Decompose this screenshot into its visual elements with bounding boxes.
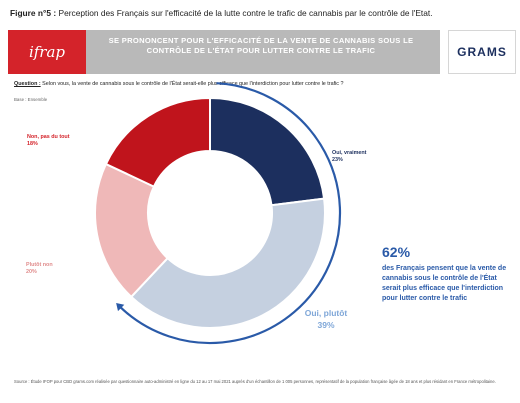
banner-headline: SE PRONONCENT POUR L'EFFICACITÉ DE LA VE… bbox=[108, 36, 414, 55]
yes-share-arrowhead-icon bbox=[116, 303, 125, 312]
survey-base: Base : Ensemble bbox=[14, 97, 48, 102]
label-oui-vraiment-name: Oui, vraiment bbox=[332, 150, 367, 156]
label-oui-vraiment: Oui, vraiment 23% bbox=[332, 150, 392, 164]
question-label: Question : bbox=[14, 81, 41, 87]
ifrap-logo: ifrap bbox=[8, 30, 86, 74]
label-oui-plutot-name: Oui, plutôt bbox=[304, 308, 348, 318]
slice-oui-vraiment bbox=[209, 96, 326, 207]
figure-number: Figure n°5 : bbox=[10, 8, 57, 18]
yes-share-arrow-arc bbox=[118, 82, 342, 345]
slice-plutot-non bbox=[94, 162, 169, 299]
label-oui-vraiment-value: 23% bbox=[332, 157, 343, 163]
label-non-pas-du-tout-name: Non, pas du tout bbox=[27, 134, 70, 140]
label-plutot-non-value: 20% bbox=[26, 269, 37, 275]
label-oui-plutot: Oui, plutôt 39% bbox=[288, 307, 364, 331]
label-non-pas-du-tout: Non, pas du tout 18% bbox=[27, 134, 89, 148]
brand-logo: GRAMS bbox=[448, 30, 516, 74]
callout-text: des Français pensent que la vente de can… bbox=[382, 265, 507, 302]
source-note: Source : Étude IFOP pour CBD grams.com r… bbox=[14, 379, 496, 384]
callout-percent: 62% bbox=[382, 244, 411, 260]
label-non-pas-du-tout-value: 18% bbox=[27, 141, 38, 147]
label-plutot-non: Plutôt non 20% bbox=[26, 262, 82, 276]
question-text: Selon vous, la vente de cannabis sous le… bbox=[42, 81, 344, 87]
figure-title: Figure n°5 : Perception des Français sur… bbox=[10, 8, 510, 18]
header-banner: ifrap SE PRONONCENT POUR L'EFFICACITÉ DE… bbox=[8, 30, 440, 74]
label-oui-plutot-value: 39% bbox=[317, 320, 335, 330]
survey-question: Question : Selon vous, la vente de canna… bbox=[14, 81, 434, 89]
slice-oui-plutot bbox=[129, 197, 326, 329]
slice-non-pas-du-tout bbox=[104, 96, 211, 188]
label-plutot-non-name: Plutôt non bbox=[26, 262, 53, 268]
figure-title-text: Perception des Français sur l'efficacité… bbox=[58, 8, 433, 18]
